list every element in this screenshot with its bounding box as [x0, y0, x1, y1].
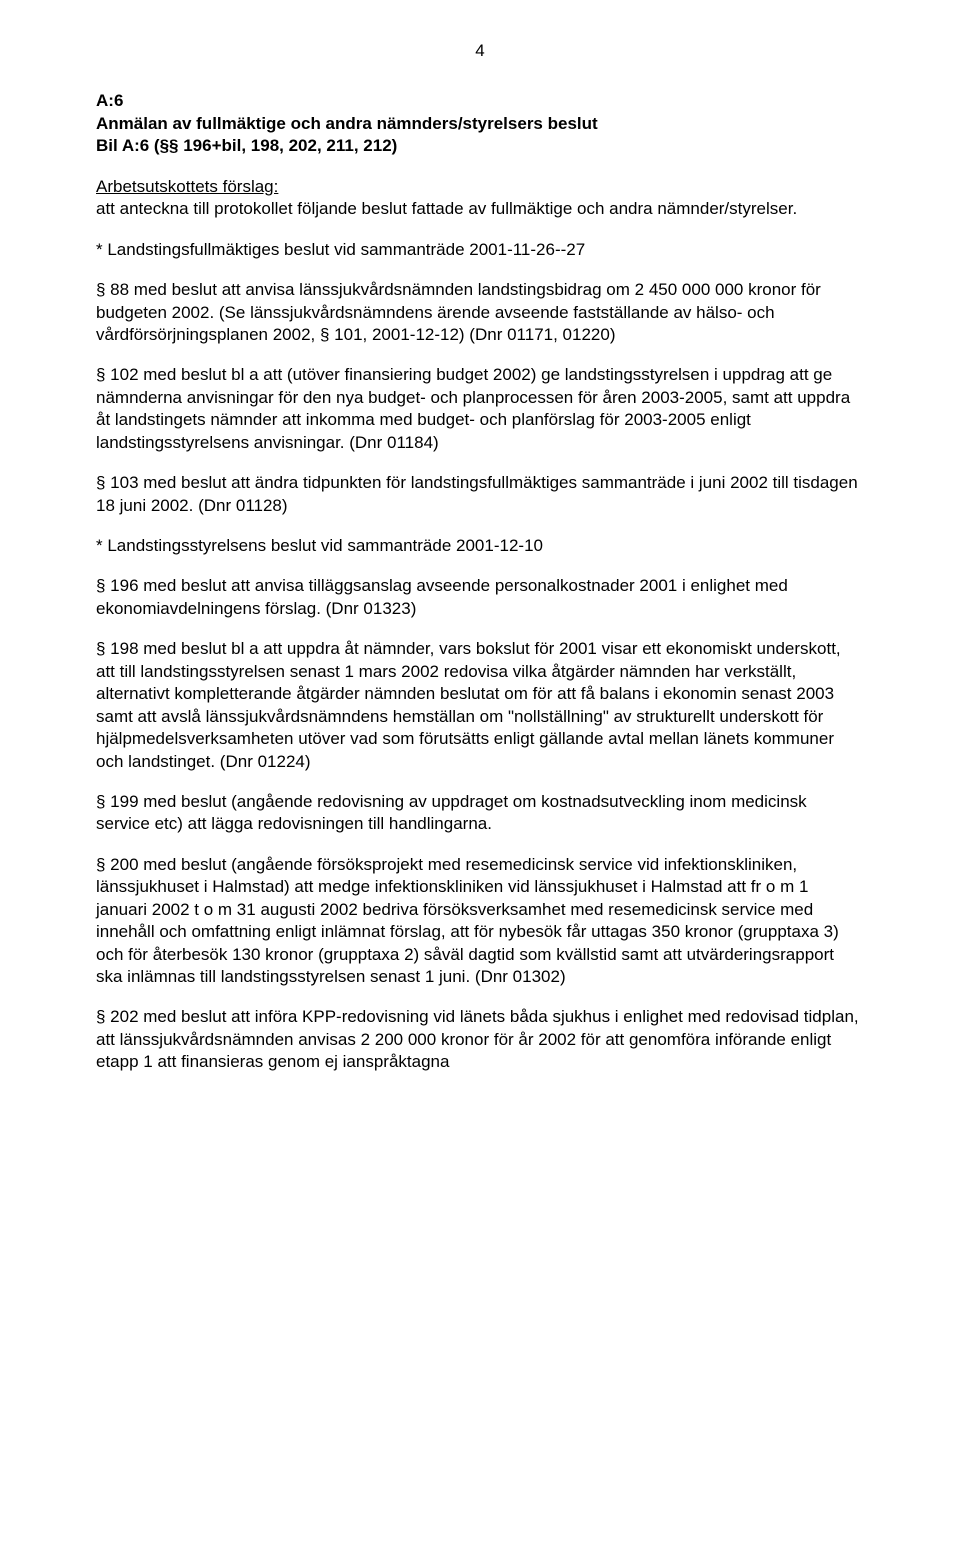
- page-number: 4: [96, 40, 864, 62]
- title-line-2: Bil A:6 (§§ 196+bil, 198, 202, 211, 212): [96, 135, 864, 157]
- section-heading-block: A:6 Anmälan av fullmäktige och andra näm…: [96, 90, 864, 157]
- a6-label: A:6: [96, 90, 864, 112]
- paragraph-202: § 202 med beslut att införa KPP-redovisn…: [96, 1006, 864, 1073]
- subheading: Arbetsutskottets förslag:: [96, 177, 278, 196]
- paragraph-103: § 103 med beslut att ändra tidpunkten fö…: [96, 472, 864, 517]
- document-page: 4 A:6 Anmälan av fullmäktige och andra n…: [0, 0, 960, 1563]
- star-heading-1: * Landstingsfullmäktiges beslut vid samm…: [96, 239, 864, 261]
- paragraph-88: § 88 med beslut att anvisa länssjukvårds…: [96, 279, 864, 346]
- title-line-1: Anmälan av fullmäktige och andra nämnder…: [96, 113, 864, 135]
- star-heading-2: * Landstingsstyrelsens beslut vid samman…: [96, 535, 864, 557]
- paragraph-199: § 199 med beslut (angående redovisning a…: [96, 791, 864, 836]
- paragraph-102: § 102 med beslut bl a att (utöver finans…: [96, 364, 864, 454]
- intro-block: Arbetsutskottets förslag: att anteckna t…: [96, 176, 864, 221]
- intro-text: att anteckna till protokollet följande b…: [96, 198, 864, 220]
- paragraph-200: § 200 med beslut (angående försöksprojek…: [96, 854, 864, 989]
- paragraph-196: § 196 med beslut att anvisa tilläggsansl…: [96, 575, 864, 620]
- paragraph-198: § 198 med beslut bl a att uppdra åt nämn…: [96, 638, 864, 773]
